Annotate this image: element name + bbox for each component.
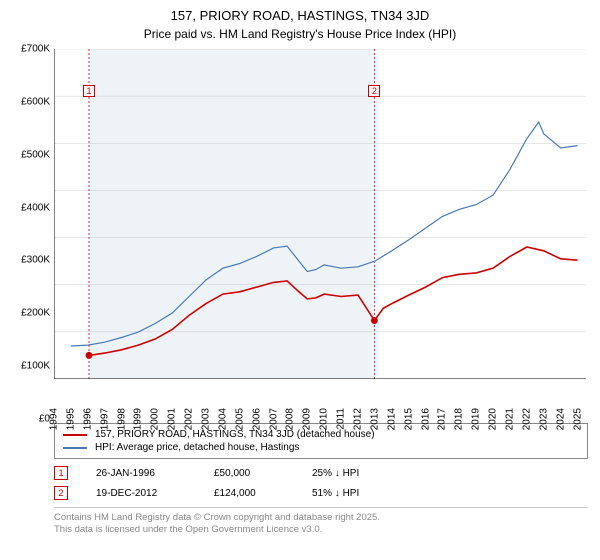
x-tick-label: 1996 [82,408,93,430]
x-tick-label: 2020 [488,408,499,430]
x-tick-label: 2002 [184,408,195,430]
legend-item: HPI: Average price, detached house, Hast… [63,441,579,454]
x-tick-label: 1999 [133,408,144,430]
x-tick-label: 2008 [285,408,296,430]
sales-table: 1 26-JAN-1996 £50,000 25% ↓ HPI 2 19-DEC… [54,463,588,503]
legend-swatch [63,434,87,436]
sales-delta: 51% ↓ HPI [312,488,359,499]
x-tick-label: 2019 [471,408,482,430]
sales-marker-icon: 2 [54,486,68,500]
sales-date: 19-DEC-2012 [96,488,186,499]
x-tick-label: 2009 [302,408,313,430]
x-tick-label: 2004 [217,408,228,430]
y-tick-label: £500K [21,149,50,160]
sales-marker-icon: 1 [54,466,68,480]
x-tick-label: 2023 [538,408,549,430]
footer-line2: This data is licensed under the Open Gov… [54,524,588,536]
x-tick-label: 1994 [49,408,60,430]
x-tick-label: 2010 [319,408,330,430]
x-tick-label: 2021 [505,408,516,430]
plot-area: 12 [54,49,586,379]
x-tick-label: 2016 [420,408,431,430]
x-tick-label: 2014 [386,408,397,430]
x-tick-label: 2024 [555,408,566,430]
sales-row: 2 19-DEC-2012 £124,000 51% ↓ HPI [54,483,588,503]
x-tick-label: 1997 [99,408,110,430]
footer: Contains HM Land Registry data © Crown c… [54,507,588,537]
x-tick-label: 1998 [116,408,127,430]
chart-area: £0£100K£200K£300K£400K£500K£600K£700K 12… [8,49,592,419]
sale-marker-2: 2 [368,85,380,97]
sale-marker-1: 1 [83,85,95,97]
x-tick-label: 2015 [403,408,414,430]
x-tick-label: 1995 [65,408,76,430]
y-tick-label: £400K [21,202,50,213]
x-tick-label: 2005 [234,408,245,430]
y-tick-label: £700K [21,44,50,55]
x-tick-label: 2006 [251,408,262,430]
x-tick-label: 2025 [572,408,583,430]
sales-price: £124,000 [214,488,284,499]
x-tick-label: 2003 [201,408,212,430]
x-tick-label: 2007 [268,408,279,430]
legend-label: 157, PRIORY ROAD, HASTINGS, TN34 3JD (de… [95,429,375,440]
x-tick-label: 2000 [150,408,161,430]
sales-price: £50,000 [214,468,284,479]
sales-delta: 25% ↓ HPI [312,468,359,479]
sales-date: 26-JAN-1996 [96,468,186,479]
x-tick-label: 2022 [521,408,532,430]
sales-row: 1 26-JAN-1996 £50,000 25% ↓ HPI [54,463,588,483]
legend-label: HPI: Average price, detached house, Hast… [95,442,299,453]
marker-layer: 12 [54,49,586,379]
chart-subtitle: Price paid vs. HM Land Registry's House … [8,27,592,41]
x-tick-label: 2013 [369,408,380,430]
x-tick-label: 2001 [167,408,178,430]
footer-line1: Contains HM Land Registry data © Crown c… [54,512,588,524]
y-tick-label: £300K [21,255,50,266]
y-tick-label: £100K [21,361,50,372]
y-tick-label: £200K [21,308,50,319]
y-axis: £0£100K£200K£300K£400K£500K£600K£700K [8,49,54,419]
y-tick-label: £600K [21,96,50,107]
x-tick-label: 2011 [336,408,347,430]
x-tick-label: 2012 [353,408,364,430]
x-tick-label: 2018 [454,408,465,430]
x-tick-label: 2017 [437,408,448,430]
chart-title: 157, PRIORY ROAD, HASTINGS, TN34 3JD [8,8,592,23]
x-axis: 1994199519961997199819992000200120022003… [54,379,586,419]
legend-swatch [63,447,87,449]
chart-container: 157, PRIORY ROAD, HASTINGS, TN34 3JD Pri… [0,0,600,560]
